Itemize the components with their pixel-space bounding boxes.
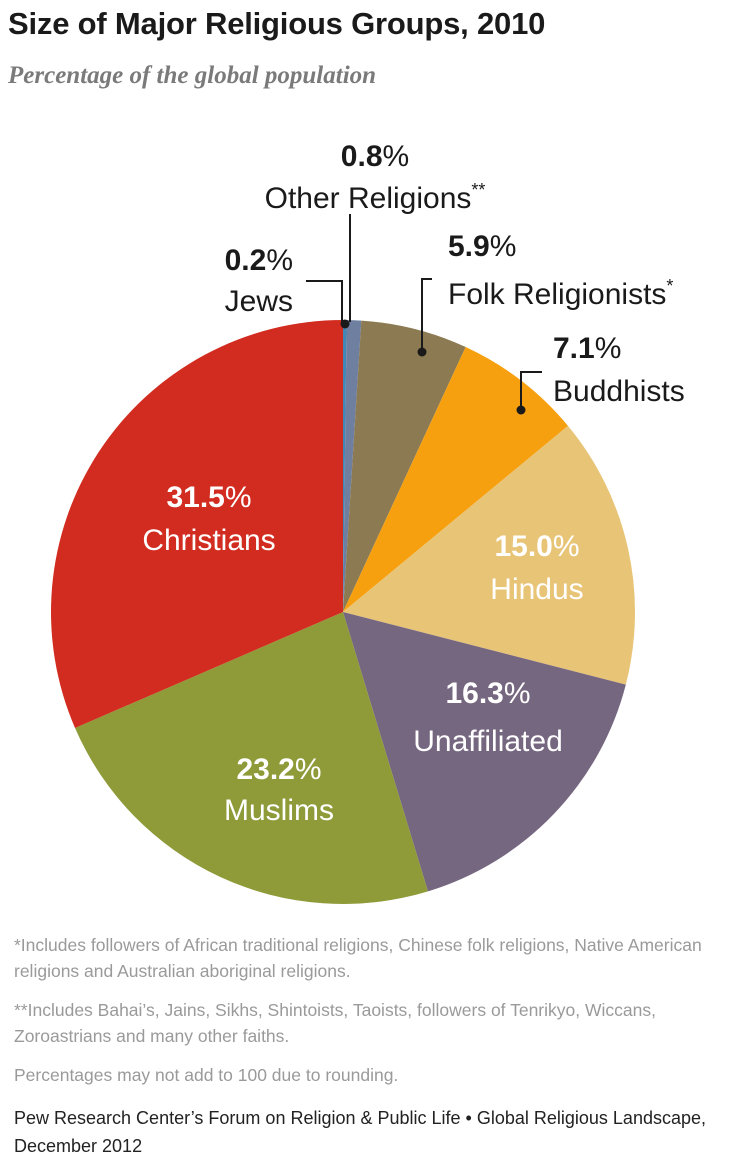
pie-slices (51, 319, 636, 904)
slice-hindus (343, 425, 636, 685)
footnote-folk: *Includes followers of African tradition… (14, 935, 702, 981)
label-pct-buddhists: 7.1% (553, 332, 621, 365)
label-pct-other-religions: 0.8% (341, 140, 409, 173)
leader-buddhists (520, 371, 542, 410)
label-pct-hindus: 15.0% (494, 530, 579, 563)
slice-muslims (75, 612, 428, 904)
chart-subtitle: Percentage of the global population (8, 62, 377, 89)
slice-christians (51, 320, 343, 728)
slice-unaffiliated (343, 612, 626, 892)
label-pct-christians: 31.5% (166, 481, 251, 514)
label-name-hindus: Hindus (490, 573, 583, 606)
label-pct-folk-religionists: 5.9% (448, 230, 516, 263)
label-name-jews: Jews (225, 285, 293, 318)
footnotes: *Includes followers of African tradition… (14, 932, 744, 1101)
source-credit: Pew Research Center’s Forum on Religion … (14, 1108, 706, 1156)
slice-labels: 0.2% Jews 0.8% Other Religions** 5.9% Folk Re… (142, 140, 684, 827)
label-name-christians: Christians (142, 524, 275, 557)
leader-dot-jews (340, 319, 350, 329)
label-name-unaffiliated: Unaffiliated (413, 725, 563, 758)
slice-other-religions (343, 320, 362, 612)
leader-dot-folk-religionists (417, 347, 427, 357)
leader-jews (306, 280, 343, 324)
slice-folk-religionists (343, 320, 466, 612)
slice-jews (343, 319, 347, 612)
label-name-other-religions: Other Religions** (265, 180, 486, 215)
label-name-buddhists: Buddhists (553, 375, 685, 408)
leader-dot-buddhists (516, 405, 526, 415)
footnote-other: **Includes Bahai’s, Jains, Sikhs, Shinto… (14, 1000, 656, 1046)
pie-chart: 0.2% Jews 0.8% Other Religions** 5.9% Folk Re… (51, 140, 685, 904)
label-pct-muslims: 23.2% (236, 753, 321, 786)
chart-title: Size of Major Religious Groups, 2010 (8, 6, 546, 41)
label-name-folk-religionists: Folk Religionists* (448, 276, 673, 311)
footnote-rounding: Percentages may not add to 100 due to ro… (14, 1065, 399, 1085)
label-pct-jews: 0.2% (225, 244, 293, 277)
label-pct-unaffiliated: 16.3% (445, 677, 530, 710)
label-name-muslims: Muslims (224, 794, 334, 827)
leader-folk-religionists (421, 278, 432, 352)
slice-buddhists (343, 347, 568, 612)
leader-lines (306, 214, 542, 415)
